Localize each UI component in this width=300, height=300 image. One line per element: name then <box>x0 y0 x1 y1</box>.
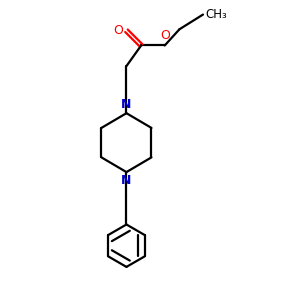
Text: O: O <box>114 24 124 37</box>
Text: CH₃: CH₃ <box>206 8 227 21</box>
Text: N: N <box>121 174 132 188</box>
Text: N: N <box>121 98 132 111</box>
Text: O: O <box>160 29 170 42</box>
